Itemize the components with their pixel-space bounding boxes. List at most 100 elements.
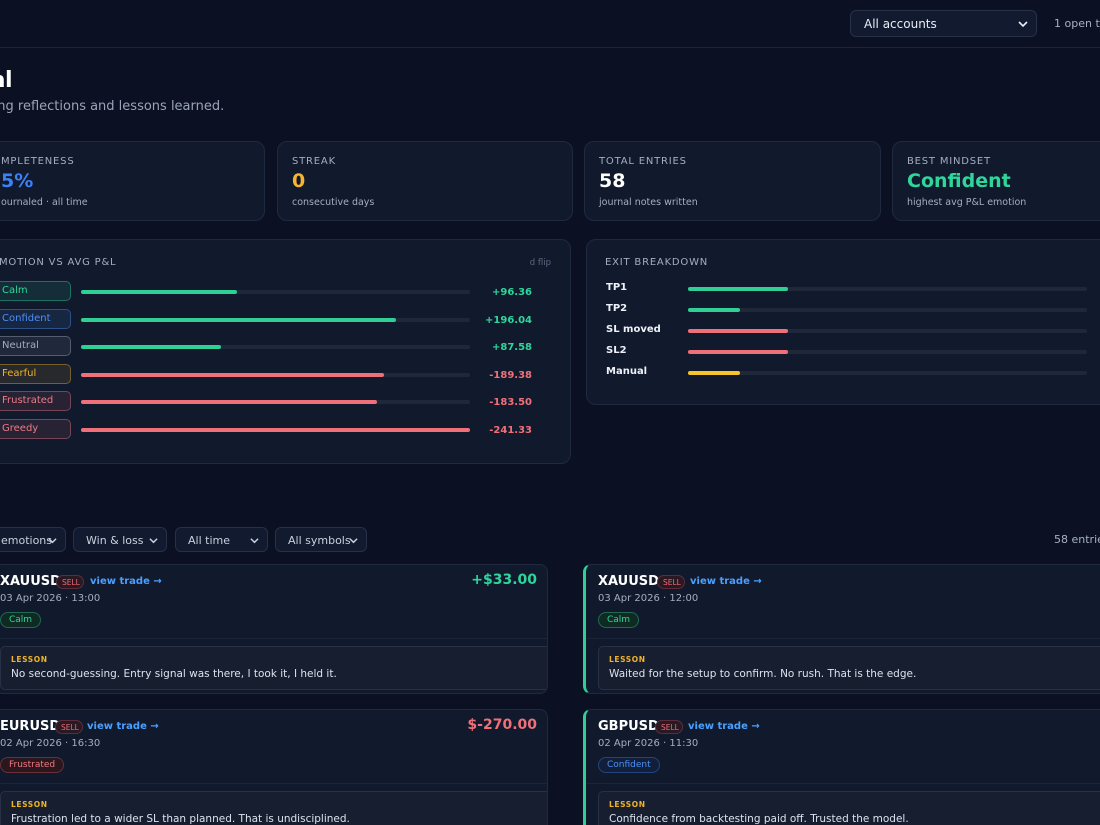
card-divider: [586, 783, 1100, 784]
emotion-row: Greedy -241.33: [0, 418, 551, 441]
exit-breakdown-panel: EXIT BREAKDOWN TP1 TP2 SL moved SL2 Manual: [586, 239, 1100, 405]
emotion-chip: Confident: [0, 308, 71, 329]
stat-label: BEST MINDSET: [907, 156, 991, 167]
journal-entry-card[interactable]: XAUUSD SELL view trade → 03 Apr 2026 · 1…: [0, 564, 548, 694]
emotion-pnl-panel: MOTION VS AVG P&L d flip Calm +96.36 Confi…: [0, 239, 571, 464]
emotion-row: Calm +96.36: [0, 281, 551, 303]
journal-entry-card[interactable]: GBPUSD SELL view trade → 02 Apr 2026 · 1…: [583, 709, 1100, 825]
emotion-bar-track: [81, 345, 470, 349]
stat-label: STREAK: [292, 156, 336, 167]
exit-bar-track: [688, 329, 1087, 333]
entry-symbol: XAUUSD: [598, 574, 659, 589]
emotion-chip: Neutral: [0, 336, 71, 356]
emotion-avg-pnl: -241.33: [489, 424, 532, 436]
exit-bar-fill: [688, 308, 740, 312]
lesson-text: Confidence from backtesting paid off. Tr…: [609, 813, 909, 825]
side-badge: SELL: [56, 575, 84, 589]
stat-sub: consecutive days: [292, 197, 375, 208]
emotion-avg-pnl: +87.58: [491, 342, 532, 353]
stat-sub: highest avg P&L emotion: [907, 197, 1027, 208]
side-badge: SELL: [657, 575, 685, 589]
exit-bar-track: [688, 287, 1087, 291]
entry-pnl: +$33.00: [471, 572, 537, 588]
view-trade-link[interactable]: view trade →: [90, 576, 162, 587]
entry-symbol: XAUUSD: [0, 574, 61, 589]
stat-label: TOTAL ENTRIES: [599, 156, 687, 167]
emotion-bar-track: [81, 372, 470, 377]
filter-emotions[interactable]: emotions: [0, 527, 66, 552]
chevron-down-icon: [250, 538, 259, 544]
journal-entry-card[interactable]: XAUUSD SELL view trade → 03 Apr 2026 · 1…: [583, 564, 1100, 694]
entry-date: 02 Apr 2026 · 11:30: [598, 738, 699, 749]
filter-label: Win & loss: [86, 534, 144, 547]
card-divider: [0, 783, 547, 784]
panel-note: d flip: [529, 258, 551, 268]
page-title: urnal: [0, 68, 13, 93]
lesson-text: Waited for the setup to confirm. No rush…: [609, 668, 917, 680]
lesson-box: LESSON Confidence from backtesting paid …: [598, 791, 1100, 825]
filter-timeframe[interactable]: All time: [175, 527, 268, 552]
entries-count: 58 entries: [1054, 533, 1100, 546]
emotion-chip: Fearful: [0, 363, 71, 384]
chevron-down-icon: [48, 538, 57, 544]
emotion-bar-track: [81, 290, 470, 294]
account-select-value: All accounts: [864, 17, 937, 31]
open-trades-indicator[interactable]: 1 open tra: [1054, 17, 1100, 30]
emotion-avg-pnl: +196.04: [485, 314, 532, 326]
emotion-avg-pnl: -183.50: [489, 397, 532, 408]
emotion-bar-fill: [81, 400, 377, 404]
lesson-box: LESSON Waited for the setup to confirm. …: [598, 646, 1100, 690]
stat-value: Confident: [907, 170, 1011, 192]
filter-label: All time: [188, 534, 230, 547]
exit-bar-fill: [688, 287, 788, 291]
exit-type-label: SL2: [606, 345, 627, 356]
exit-bar-fill: [688, 329, 788, 333]
chevron-down-icon: [1018, 21, 1028, 28]
lesson-text: Frustration led to a wider SL than plann…: [11, 813, 350, 825]
exit-type-label: TP1: [606, 282, 628, 293]
filter-outcome[interactable]: Win & loss: [73, 527, 167, 552]
view-trade-link[interactable]: view trade →: [688, 721, 760, 732]
emotion-row: Confident +196.04: [0, 308, 551, 331]
account-select[interactable]: All accounts: [850, 10, 1037, 37]
journal-entry-card[interactable]: EURUSD SELL view trade → 02 Apr 2026 · 1…: [0, 709, 548, 825]
emotion-bar-fill: [81, 372, 385, 377]
stat-sub: ournaled · all time: [1, 197, 88, 208]
emotion-bar-track: [81, 400, 470, 404]
chevron-down-icon: [349, 538, 358, 544]
emotion-chip: Frustrated: [0, 391, 71, 411]
emotion-bar-fill: [81, 317, 397, 322]
stat-value: 58: [599, 170, 626, 192]
side-badge: SELL: [55, 720, 83, 734]
stat-card-best-mindset: BEST MINDSET Confident highest avg P&L e…: [892, 141, 1100, 221]
exit-bar-track: [688, 350, 1087, 354]
stat-card-completeness: MPLETENESS 5% ournaled · all time: [0, 141, 265, 221]
lesson-label: LESSON: [11, 800, 48, 809]
stat-card-total-entries: TOTAL ENTRIES 58 journal notes written: [584, 141, 881, 221]
entry-symbol: EURUSD: [0, 719, 61, 734]
entry-pnl: $-270.00: [467, 717, 537, 733]
stat-sub: journal notes written: [599, 197, 698, 208]
lesson-label: LESSON: [609, 800, 646, 809]
filter-symbols[interactable]: All symbols: [275, 527, 367, 552]
side-badge: SELL: [655, 720, 683, 734]
emotion-bar-track: [81, 317, 470, 322]
emotion-bar-track: [81, 427, 470, 432]
emotion-avg-pnl: -189.38: [489, 369, 532, 381]
emotion-tag: Calm: [598, 612, 640, 628]
emotion-tag: Calm: [0, 612, 42, 628]
view-trade-link[interactable]: view trade →: [690, 576, 762, 587]
view-trade-link[interactable]: view trade →: [87, 721, 159, 732]
emotion-bar-fill: [81, 290, 237, 294]
emotion-row: Frustrated -183.50: [0, 391, 551, 413]
exit-type-label: TP2: [606, 303, 628, 314]
stat-card-streak: STREAK 0 consecutive days: [277, 141, 573, 221]
emotion-chip: Greedy: [0, 418, 71, 439]
panel-title: EXIT BREAKDOWN: [605, 257, 709, 268]
emotion-chip: Calm: [0, 281, 71, 301]
exit-type-label: SL moved: [606, 324, 661, 335]
lesson-label: LESSON: [11, 655, 48, 664]
emotion-tag: Confident: [598, 757, 660, 773]
stat-label: MPLETENESS: [1, 156, 75, 167]
entry-date: 03 Apr 2026 · 12:00: [598, 593, 699, 604]
